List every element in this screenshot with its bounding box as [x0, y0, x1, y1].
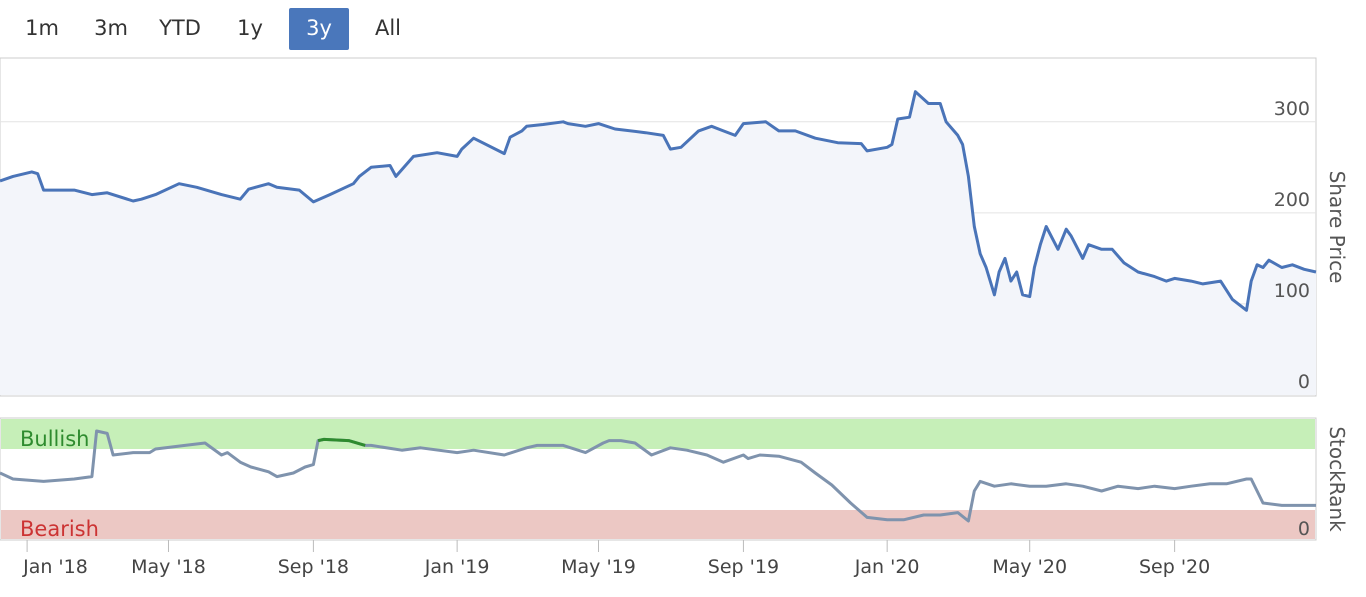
- range-button-3y[interactable]: 3y: [289, 8, 349, 50]
- x-tick-label: May '18: [131, 556, 206, 578]
- price-y-tick-label: 300: [1274, 98, 1310, 120]
- price-line: [0, 90, 1317, 312]
- stockrank-axis-title: StockRank: [1325, 426, 1349, 532]
- price-panel: 0 100 200 300 Share Price: [0, 57, 1349, 397]
- stockrank-y-tick-label: 0: [1298, 518, 1310, 540]
- stockrank-y-ticks: 0: [1298, 518, 1310, 540]
- price-area: [0, 91, 1316, 395]
- bullish-label: Bullish: [20, 427, 89, 451]
- price-y-ticks: 0 100 200 300: [1274, 98, 1310, 393]
- range-button-3m[interactable]: 3m: [94, 16, 128, 40]
- x-tick-label: May '19: [561, 556, 636, 578]
- x-tick-label: Sep '20: [1139, 556, 1210, 578]
- stockrank-panel: Bullish Bearish 0 StockRank: [0, 417, 1349, 541]
- x-tick-label: Jan '19: [424, 556, 490, 578]
- range-button-1m[interactable]: 1m: [25, 16, 59, 40]
- x-tick-label: Sep '19: [708, 556, 779, 578]
- stockrank-line: [0, 429, 1316, 523]
- stockrank-bullish-segment: [317, 437, 366, 447]
- price-y-tick-label: 100: [1274, 280, 1310, 302]
- range-button-1y[interactable]: 1y: [237, 16, 263, 40]
- x-tick-label: May '20: [992, 556, 1067, 578]
- x-axis: Jan '18 May '18 Sep '18 Jan '19 May '19 Sep '…: [0, 539, 1316, 578]
- range-button-ytd[interactable]: YTD: [159, 16, 201, 40]
- range-selector: 1m 3m YTD 1y 3y All: [0, 8, 440, 52]
- price-y-tick-label: 0: [1298, 371, 1310, 393]
- price-y-tick-label: 200: [1274, 189, 1310, 211]
- x-tick-label: Jan '20: [854, 556, 920, 578]
- price-axis-title: Share Price: [1325, 171, 1349, 284]
- bearish-band: [1, 510, 1315, 539]
- x-tick-label: Jan '18: [22, 556, 88, 578]
- bullish-band: [1, 419, 1315, 449]
- bearish-label: Bearish: [20, 517, 99, 541]
- range-button-all[interactable]: All: [374, 16, 402, 40]
- x-tick-label: Sep '18: [278, 556, 349, 578]
